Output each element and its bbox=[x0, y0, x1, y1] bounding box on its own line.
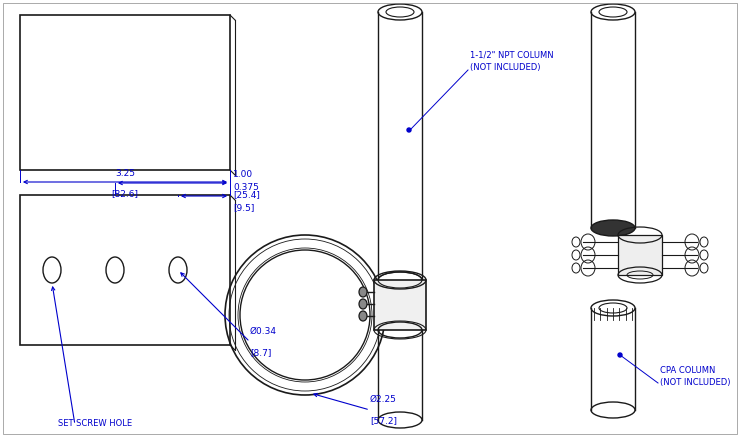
Ellipse shape bbox=[359, 311, 367, 321]
Text: [82.6]: [82.6] bbox=[112, 189, 138, 198]
Text: [9.5]: [9.5] bbox=[233, 203, 255, 212]
Text: Ø2.25: Ø2.25 bbox=[370, 395, 397, 404]
Text: Ø0.34: Ø0.34 bbox=[250, 327, 277, 336]
Text: [57.2]: [57.2] bbox=[370, 416, 397, 425]
Text: (NOT INCLUDED): (NOT INCLUDED) bbox=[470, 63, 540, 72]
Text: CPA COLUMN: CPA COLUMN bbox=[660, 366, 716, 375]
Text: 0.375: 0.375 bbox=[233, 183, 259, 192]
Bar bbox=[20, 15, 230, 170]
Text: [25.4]: [25.4] bbox=[233, 190, 260, 199]
Text: SET SCREW HOLE: SET SCREW HOLE bbox=[58, 419, 132, 428]
Bar bbox=[20, 195, 230, 345]
Text: (NOT INCLUDED): (NOT INCLUDED) bbox=[660, 378, 730, 387]
Ellipse shape bbox=[359, 299, 367, 309]
Bar bbox=[374, 280, 426, 330]
Ellipse shape bbox=[618, 353, 622, 357]
Ellipse shape bbox=[407, 128, 411, 132]
Text: 1-1/2" NPT COLUMN: 1-1/2" NPT COLUMN bbox=[470, 51, 554, 60]
Bar bbox=[618, 235, 662, 275]
Text: 1.00: 1.00 bbox=[233, 170, 253, 179]
Ellipse shape bbox=[359, 287, 367, 297]
Text: [8.7]: [8.7] bbox=[250, 348, 272, 357]
Text: 3.25: 3.25 bbox=[115, 169, 135, 178]
Ellipse shape bbox=[591, 220, 635, 236]
